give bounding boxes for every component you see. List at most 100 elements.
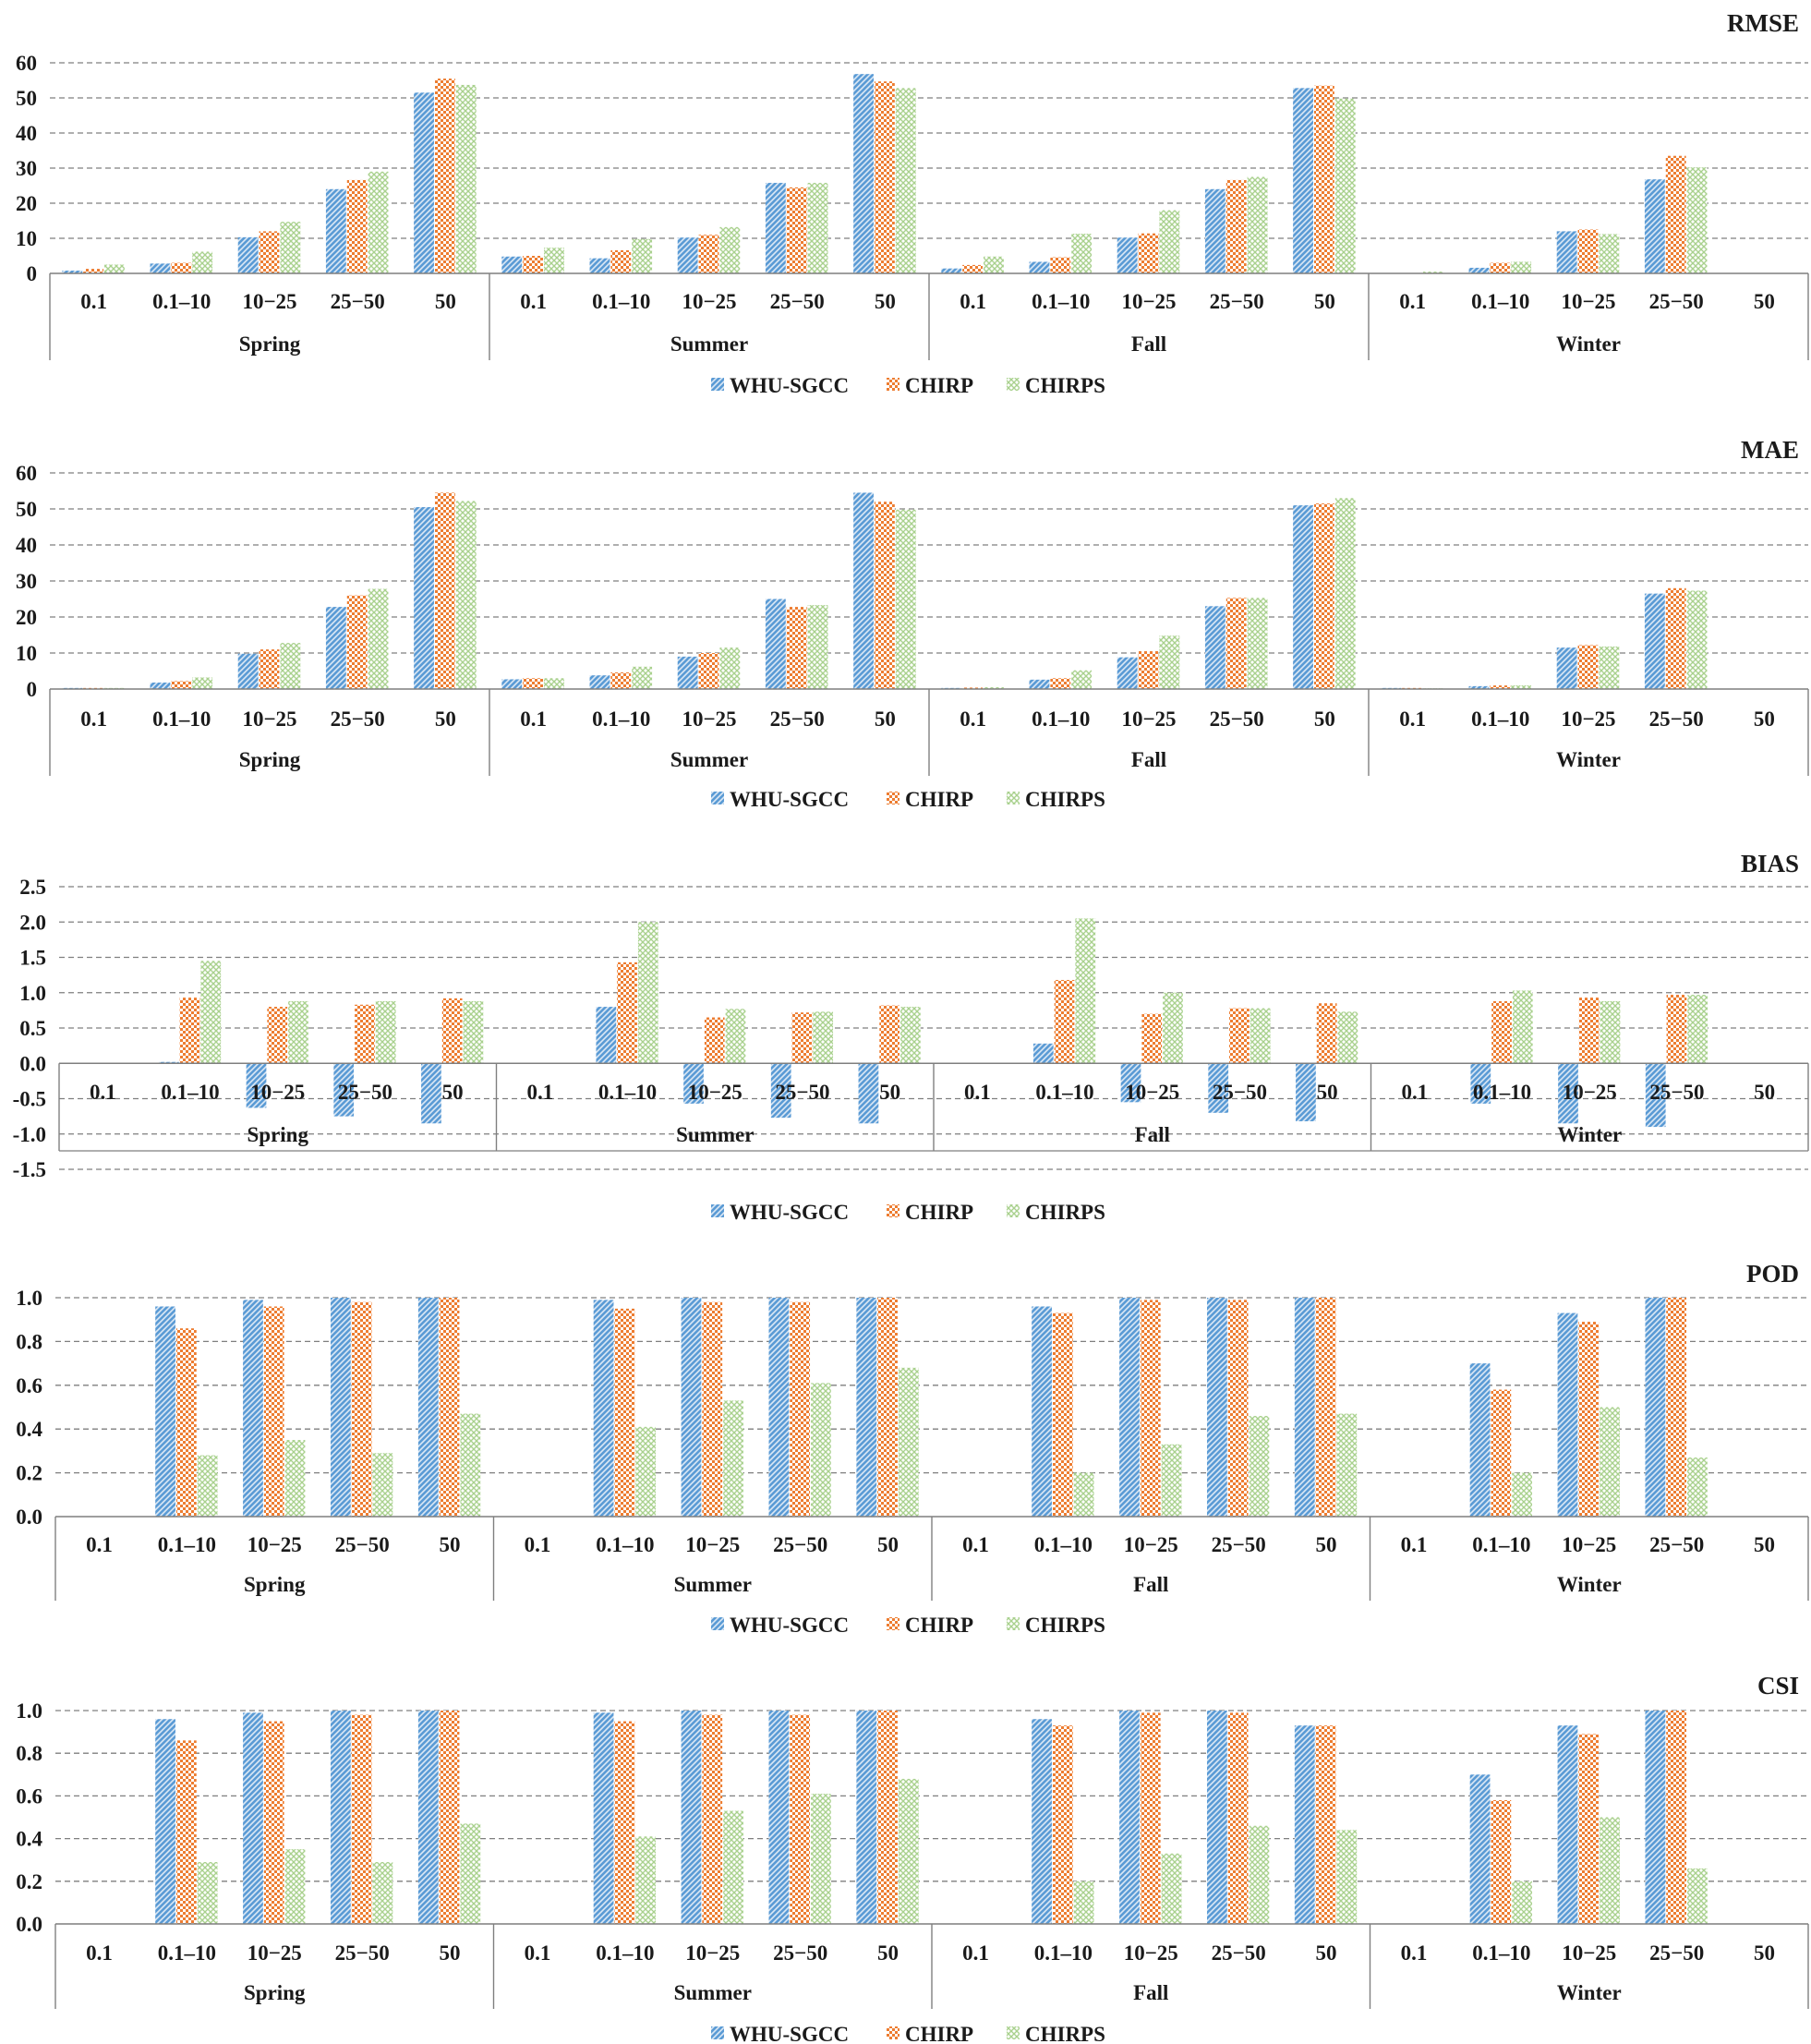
bar-whu-sgcc — [677, 656, 698, 689]
chart-title: POD — [1746, 1260, 1799, 1288]
bar-chirp — [1050, 257, 1071, 273]
bar-whu-sgcc — [1294, 1298, 1315, 1517]
bar-chirp — [1052, 1725, 1073, 1924]
bar-whu-sgcc — [1119, 1711, 1140, 1924]
y-tick-label: 0.5 — [19, 1017, 46, 1040]
x-tick-label: 10−25 — [1124, 1533, 1178, 1556]
bar-chirp — [1577, 229, 1599, 273]
bar-chirp — [1578, 1734, 1600, 1924]
bar-chirp — [83, 269, 104, 273]
y-tick-label: 10 — [16, 642, 37, 665]
y-tick-label: 0.8 — [16, 1330, 42, 1353]
bar-whu-sgcc — [681, 1711, 702, 1924]
bar-chirps — [1687, 1457, 1708, 1517]
bar-whu-sgcc — [1120, 1063, 1141, 1103]
x-tick-label: 0.1 — [86, 1941, 113, 1965]
bar-chirp — [434, 492, 455, 689]
bar-whu-sgcc — [1644, 593, 1665, 689]
bar-chirp — [346, 179, 368, 273]
bar-chirps — [368, 588, 389, 689]
bar-chirps — [1161, 1444, 1182, 1517]
bar-chirps — [723, 1400, 743, 1517]
y-tick-label: 40 — [16, 534, 37, 557]
bar-chirp — [1578, 1322, 1600, 1517]
bar-chirp — [1313, 503, 1334, 689]
bar-chirp — [434, 79, 455, 273]
bar-chirp — [614, 1721, 635, 1924]
bar-chirp — [263, 1306, 284, 1517]
bar-chirps — [1247, 176, 1268, 273]
bar-whu-sgcc — [330, 1711, 351, 1924]
y-tick-label: 30 — [16, 570, 37, 593]
y-tick-label: 0.2 — [16, 1462, 42, 1485]
bar-chirp — [1315, 1725, 1336, 1924]
bar-chirps — [1075, 918, 1096, 1064]
group-label: Summer — [670, 333, 748, 356]
bar-whu-sgcc — [853, 492, 874, 689]
x-tick-label: 0.1 — [86, 1533, 113, 1556]
y-tick-label: 0.0 — [19, 1052, 46, 1075]
bar-chirps — [637, 922, 658, 1064]
bar-chirps — [197, 1862, 218, 1924]
x-tick-label: 0.1–10 — [152, 708, 211, 731]
bar-whu-sgcc — [1204, 606, 1225, 689]
bar-whu-sgcc — [941, 268, 962, 273]
chart-panel-csi: CSI 0.0 0.2 0.4 0.6 0.8 1.0 0.1 0.1–10 10−25 25−50… — [16, 1672, 1809, 2044]
y-tick-label: -0.5 — [13, 1088, 46, 1111]
x-tick-label: 25−50 — [770, 290, 825, 313]
x-tick-label: 50 — [440, 1941, 461, 1965]
x-tick-label: 50 — [435, 290, 456, 313]
bar-chirps — [1071, 670, 1093, 689]
bar-chirp — [523, 256, 544, 273]
x-tick-label: 0.1–10 — [161, 1081, 219, 1104]
bar-chirps — [1337, 1011, 1358, 1064]
bar-chirps — [1159, 635, 1180, 689]
x-tick-label: 25−50 — [775, 1081, 829, 1104]
bar-chirps — [284, 1440, 306, 1517]
x-tick-label: 25−50 — [1649, 1081, 1704, 1104]
y-tick-label: 0.8 — [16, 1742, 42, 1765]
x-tick-label: 50 — [1754, 708, 1775, 731]
bar-chirp — [1491, 1000, 1512, 1064]
bar-chirp — [1491, 1389, 1512, 1517]
bar-whu-sgcc — [414, 92, 434, 273]
x-tick-label: 50 — [877, 1533, 899, 1556]
x-tick-label: 10−25 — [250, 1081, 305, 1104]
bar-chirp — [1050, 678, 1071, 689]
bar-chirps — [807, 182, 828, 273]
bar-whu-sgcc — [1032, 1719, 1052, 1924]
bar-chirps — [1249, 1415, 1270, 1517]
bar-chirp — [1140, 1712, 1161, 1924]
bar-chirp — [791, 1012, 813, 1064]
legend-label: CHIRP — [905, 788, 973, 811]
legend-swatch-whu-sgcc — [711, 1617, 724, 1630]
x-tick-label: 0.1 — [80, 290, 107, 313]
bar-chirps — [1600, 1000, 1621, 1064]
group-label: Spring — [244, 1981, 306, 2004]
bar-chirps — [1159, 210, 1180, 273]
x-tick-label: 0.1–10 — [152, 290, 211, 313]
bar-chirps — [898, 1367, 919, 1517]
x-tick-label: 50 — [1754, 1533, 1775, 1556]
bar-chirps — [1512, 1881, 1533, 1924]
bar-whu-sgcc — [770, 1063, 791, 1119]
bar-chirp — [171, 681, 192, 689]
y-tick-label: -1.5 — [13, 1158, 46, 1181]
bar-chirp — [1490, 685, 1511, 689]
bar-chirps — [284, 1849, 306, 1924]
bar-whu-sgcc — [765, 182, 786, 273]
bar-whu-sgcc — [765, 599, 786, 689]
bar-chirps — [1073, 1472, 1094, 1517]
bar-chirp — [1666, 1298, 1687, 1517]
bar-chirps — [807, 605, 828, 689]
group-label: Spring — [244, 1573, 306, 1596]
bar-chirps — [1249, 1825, 1270, 1924]
bar-chirp — [1229, 1008, 1250, 1064]
bar-whu-sgcc — [1469, 1774, 1491, 1924]
legend-swatch-chirp — [887, 792, 899, 804]
bar-chirp — [259, 649, 280, 689]
chart-panel-bias: BIAS -1.5 -1.0 -0.5 0.0 0.5 1.0 1.5 2.0 2.5 0.1 0.1… — [13, 850, 1809, 1224]
legend-swatch-chirps — [1007, 792, 1020, 804]
